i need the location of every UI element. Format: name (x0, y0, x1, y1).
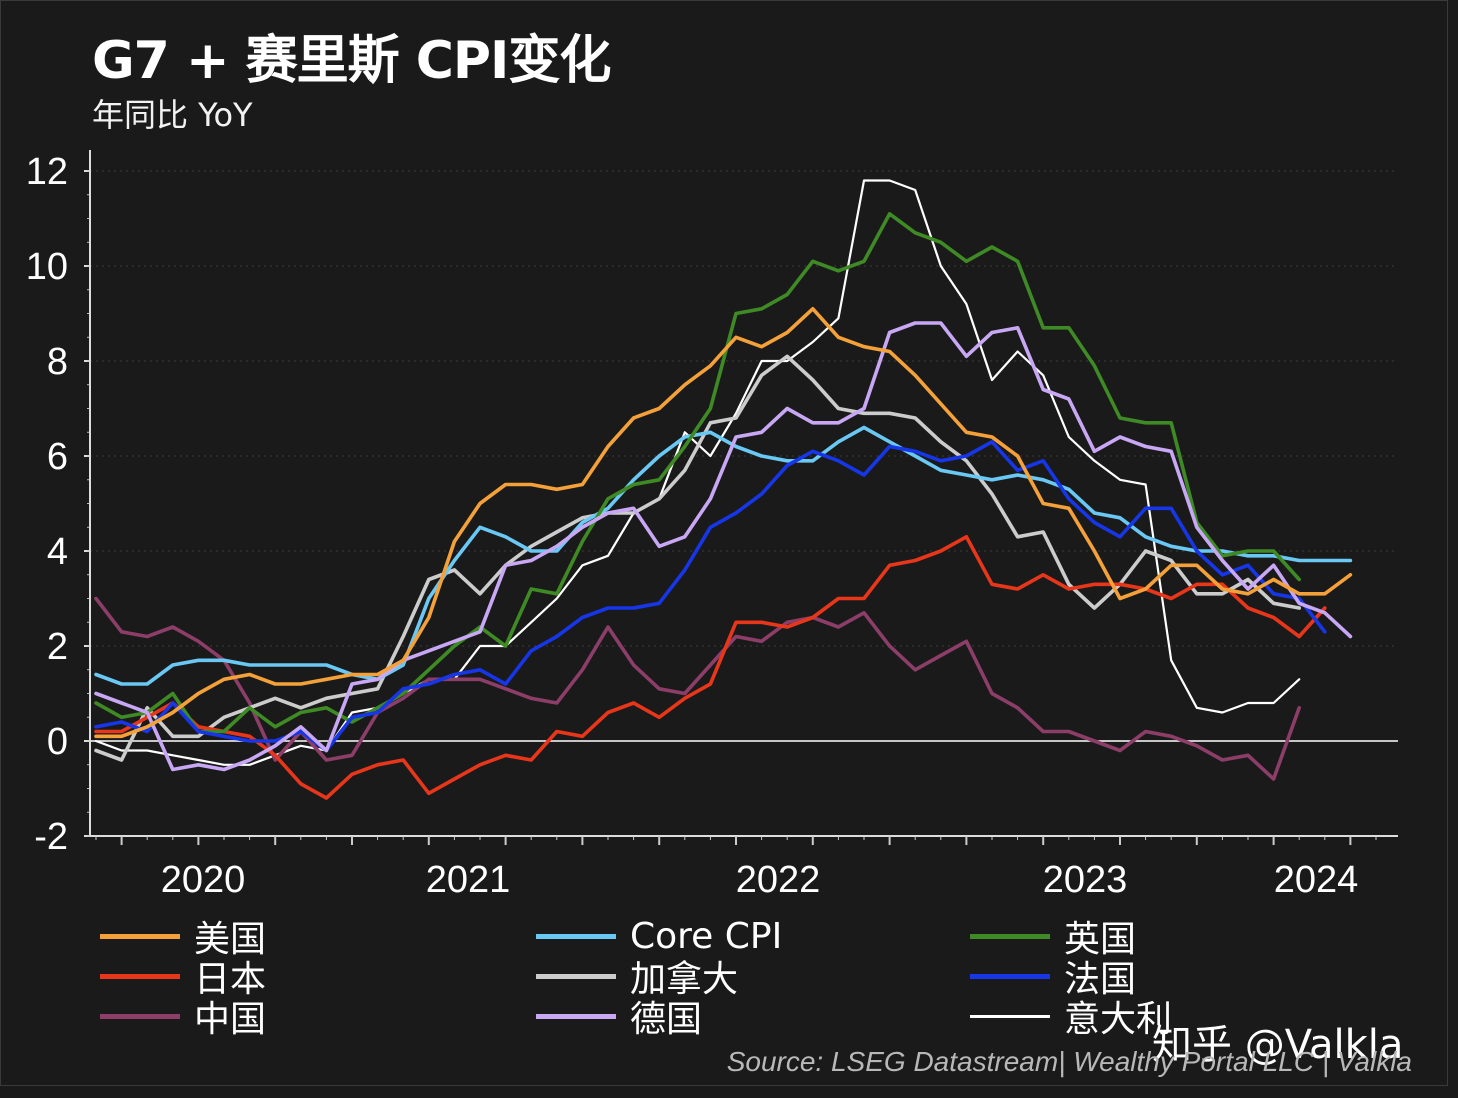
x-tick-label: 2021 (426, 859, 511, 901)
y-tick-label: 10 (26, 246, 68, 288)
series-line-2 (94, 212, 1301, 734)
gridlines (90, 170, 1398, 647)
x-tick-label: 2022 (736, 859, 821, 901)
x-tick-label: 2024 (1274, 859, 1359, 901)
axes: -2 0 2 4 6 8 10 12 2020 2021 2022 2023 2024 (26, 150, 1398, 901)
legend-item: 美国 (100, 916, 266, 960)
chart-subtitle: 年同比 YoY (92, 96, 253, 134)
legend-label: 英国 (1064, 919, 1137, 960)
y-tick-label: 6 (47, 436, 68, 478)
series-line-5 (94, 439, 1327, 753)
series-lines (94, 179, 1353, 800)
legend-swatch (536, 1013, 616, 1019)
legend-swatch (970, 973, 1050, 979)
legend-swatch (970, 933, 1050, 939)
series-line-4 (94, 354, 1301, 762)
x-tick-label: 2023 (1043, 859, 1128, 901)
series-line-0 (94, 306, 1353, 739)
y-tick-label: -2 (34, 816, 68, 858)
series-line-1 (94, 425, 1353, 686)
legend-item: 英国 (970, 916, 1136, 960)
y-tick-label: 0 (47, 721, 68, 763)
legend-label: 加拿大 (630, 959, 739, 1000)
legend-swatch (536, 933, 616, 939)
watermark: 知乎 @Valkla (1152, 1022, 1404, 1068)
legend-item: 加拿大 (536, 956, 738, 1000)
legend-item: 中国 (100, 996, 266, 1040)
legend-swatch (970, 1014, 1050, 1018)
y-tick-label: 12 (26, 151, 68, 193)
legend-label: 日本 (194, 959, 267, 1000)
legend-label: 意大利 (1064, 999, 1173, 1040)
series-line-7 (94, 321, 1353, 772)
legend-item: Core CPI (536, 915, 783, 957)
legend-swatch (100, 1013, 180, 1019)
legend-label: 德国 (630, 999, 703, 1040)
series-line-3 (94, 534, 1327, 800)
legend-item: 意大利 (970, 996, 1172, 1040)
legend-swatch (536, 973, 616, 979)
series-line-6 (94, 596, 1301, 781)
legend-label: 法国 (1064, 959, 1137, 1000)
legend-item: 德国 (536, 996, 702, 1040)
y-tick-label: 4 (47, 531, 68, 573)
legend-item: 日本 (100, 956, 266, 1000)
legend-swatch (100, 933, 180, 939)
x-tick-label: 2020 (161, 859, 246, 901)
chart-title: G7 + 赛里斯 CPI变化 (92, 31, 611, 91)
y-tick-label: 8 (47, 341, 68, 383)
legend-item: 法国 (970, 956, 1136, 1000)
legend-label: 中国 (194, 999, 267, 1040)
legend-label: Core CPI (630, 915, 783, 957)
legend: 美国 Core CPI 英国日本 加拿大 法国中国 德国 意大利 (100, 916, 1400, 1046)
legend-label: 美国 (194, 919, 267, 960)
source-note: Source: LSEG Datastream| Wealthy Portal … (726, 1046, 1412, 1077)
legend-swatch (100, 973, 180, 979)
y-tick-label: 2 (47, 626, 68, 668)
